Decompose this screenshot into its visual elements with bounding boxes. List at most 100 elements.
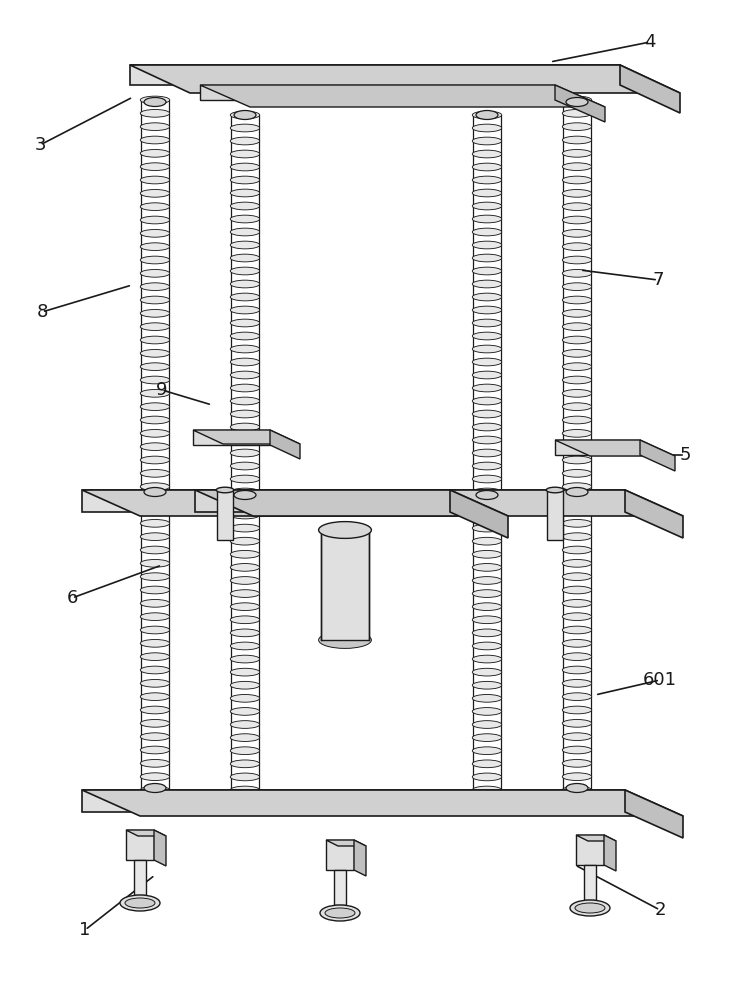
Ellipse shape [140, 613, 170, 621]
Ellipse shape [332, 623, 358, 630]
Polygon shape [126, 830, 166, 836]
Ellipse shape [562, 666, 592, 674]
Ellipse shape [562, 403, 592, 411]
Ellipse shape [476, 110, 498, 119]
Ellipse shape [230, 332, 260, 340]
Ellipse shape [140, 189, 170, 197]
Ellipse shape [332, 568, 358, 575]
Polygon shape [450, 490, 508, 538]
Ellipse shape [140, 496, 170, 504]
Ellipse shape [140, 336, 170, 344]
Ellipse shape [562, 496, 592, 504]
Ellipse shape [230, 524, 260, 532]
Ellipse shape [562, 136, 592, 144]
Ellipse shape [566, 488, 588, 496]
Ellipse shape [566, 784, 588, 792]
Ellipse shape [140, 403, 170, 411]
Ellipse shape [562, 559, 592, 567]
Ellipse shape [332, 595, 358, 602]
Polygon shape [326, 840, 366, 846]
Ellipse shape [562, 653, 592, 661]
Ellipse shape [230, 747, 260, 755]
Ellipse shape [234, 110, 256, 119]
Ellipse shape [562, 746, 592, 754]
Ellipse shape [140, 309, 170, 317]
Ellipse shape [472, 371, 501, 379]
Ellipse shape [140, 256, 170, 264]
Ellipse shape [230, 616, 260, 624]
Polygon shape [354, 840, 366, 876]
Polygon shape [326, 840, 354, 870]
Ellipse shape [230, 137, 260, 145]
Ellipse shape [575, 903, 605, 913]
Ellipse shape [562, 626, 592, 634]
Ellipse shape [140, 323, 170, 331]
Ellipse shape [230, 475, 260, 483]
Ellipse shape [562, 483, 592, 491]
Ellipse shape [230, 267, 260, 275]
Ellipse shape [562, 429, 592, 437]
Ellipse shape [562, 216, 592, 224]
Bar [217, 490, 233, 540]
Text: 4: 4 [644, 33, 656, 51]
Ellipse shape [562, 506, 592, 514]
Ellipse shape [140, 733, 170, 741]
Ellipse shape [472, 590, 501, 597]
Ellipse shape [472, 694, 501, 702]
Ellipse shape [472, 202, 501, 210]
Text: 7: 7 [653, 271, 664, 289]
Ellipse shape [230, 397, 260, 405]
Ellipse shape [230, 189, 260, 197]
Ellipse shape [140, 519, 170, 527]
Ellipse shape [472, 280, 501, 288]
Text: 5: 5 [679, 446, 691, 464]
Ellipse shape [140, 679, 170, 687]
Ellipse shape [140, 363, 170, 371]
Text: 2: 2 [654, 901, 666, 919]
Ellipse shape [140, 533, 170, 541]
Ellipse shape [230, 228, 260, 236]
Ellipse shape [562, 296, 592, 304]
Ellipse shape [230, 436, 260, 444]
Ellipse shape [472, 176, 501, 184]
Ellipse shape [332, 540, 358, 547]
Ellipse shape [472, 721, 501, 728]
Ellipse shape [472, 345, 501, 353]
Ellipse shape [472, 267, 501, 275]
Ellipse shape [140, 296, 170, 304]
Ellipse shape [562, 109, 592, 117]
Ellipse shape [140, 483, 170, 491]
Ellipse shape [140, 506, 170, 514]
Ellipse shape [562, 586, 592, 594]
Ellipse shape [230, 773, 260, 781]
Ellipse shape [472, 488, 501, 496]
Ellipse shape [230, 254, 260, 262]
Ellipse shape [230, 241, 260, 249]
Ellipse shape [230, 668, 260, 676]
Ellipse shape [562, 163, 592, 171]
Ellipse shape [562, 759, 592, 767]
Ellipse shape [562, 229, 592, 237]
Polygon shape [195, 490, 450, 512]
Ellipse shape [562, 323, 592, 331]
Ellipse shape [472, 319, 501, 327]
Polygon shape [640, 440, 675, 471]
Ellipse shape [472, 524, 501, 532]
Ellipse shape [562, 533, 592, 541]
Ellipse shape [144, 488, 166, 496]
Ellipse shape [230, 488, 260, 496]
Ellipse shape [230, 371, 260, 379]
Ellipse shape [144, 784, 166, 792]
Ellipse shape [472, 760, 501, 768]
Polygon shape [555, 440, 675, 456]
Ellipse shape [562, 283, 592, 291]
Ellipse shape [562, 613, 592, 621]
Polygon shape [620, 65, 680, 113]
Ellipse shape [472, 397, 501, 405]
Ellipse shape [562, 349, 592, 357]
Ellipse shape [562, 389, 592, 397]
Ellipse shape [140, 349, 170, 357]
Ellipse shape [230, 163, 260, 171]
Ellipse shape [140, 773, 170, 781]
Ellipse shape [230, 384, 260, 392]
